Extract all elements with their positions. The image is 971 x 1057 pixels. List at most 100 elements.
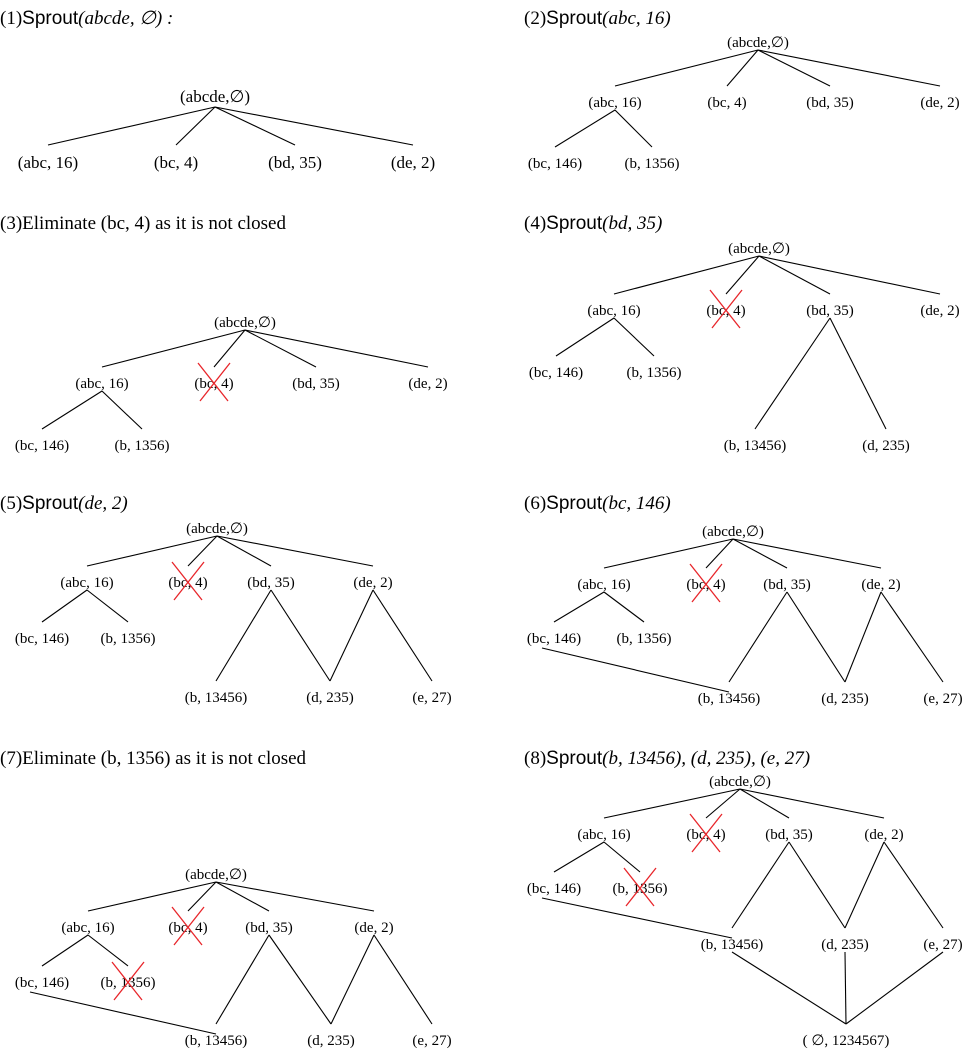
panel-number: (4): [524, 213, 546, 234]
lattice-edge: [844, 951, 847, 1025]
node-d235: (d, 235): [821, 937, 869, 953]
operation-name: Sprout: [546, 213, 603, 234]
node-bd35: (bd, 35): [292, 376, 340, 392]
node-b13456: (b, 13456): [701, 937, 764, 953]
lattice-edge: [613, 255, 760, 295]
lattice-edge: [215, 589, 272, 682]
node-abc16: (abc, 16): [577, 577, 630, 593]
panel-number: (3): [0, 213, 22, 234]
node-de2: (de, 2): [391, 153, 435, 172]
eliminated-cross-icon: [111, 961, 145, 1001]
lattice-edge: [705, 538, 734, 569]
operation-args: (bd, 35): [602, 213, 662, 234]
lattice-edge: [216, 535, 272, 567]
node-bd35: (bd, 35): [245, 920, 293, 936]
lattice-edge: [541, 647, 730, 693]
node-root: (abcde,∅): [709, 774, 771, 790]
node-root: (abcde,∅): [186, 521, 248, 537]
lattice-edge: [739, 788, 790, 819]
lattice-edge: [731, 951, 847, 1025]
lattice-edge: [829, 317, 887, 430]
node-bottom: ( ∅, 1234567): [803, 1033, 890, 1049]
lattice-edge: [268, 934, 332, 1025]
panel-number: (2): [524, 8, 546, 29]
node-bc146: (bc, 146): [527, 881, 581, 897]
panel-4: (4)Sprout(bd, 35)(abcde,∅)(abc, 16) (bc, …: [524, 213, 960, 454]
lattice-edge: [614, 109, 653, 148]
lattice-edge: [758, 255, 941, 295]
node-abc16: (abc, 16): [588, 95, 641, 111]
lattice-edge: [187, 881, 217, 912]
lattice-edge: [555, 317, 615, 357]
node-de2: (de, 2): [920, 303, 959, 319]
lattice-edge: [726, 49, 759, 87]
lattice-edge: [101, 329, 246, 368]
panel-number: (8): [524, 748, 546, 769]
panel-title: (7)Eliminate (b, 1356) as it is not clos…: [0, 748, 307, 769]
lattice-edge: [788, 841, 846, 929]
node-de2: (de, 2): [408, 376, 447, 392]
panel-title: (4)Sprout(bd, 35): [524, 213, 662, 234]
node-de2: (de, 2): [861, 577, 900, 593]
panel-title: (5)Sprout(de, 2): [0, 493, 128, 514]
panel-5: (5)Sprout(de, 2)(abcde,∅)(abc, 16) (bc, 4…: [0, 493, 452, 706]
operation-name: Sprout: [546, 748, 603, 769]
panel-title: (6)Sprout(bc, 146): [524, 493, 671, 514]
node-d235: (d, 235): [306, 690, 354, 706]
lattice-edge: [757, 49, 831, 87]
operation-text: Eliminate (b, 1356) as it is not closed: [22, 748, 306, 769]
eliminated-cross-icon: [171, 561, 205, 601]
node-d235: (d, 235): [862, 438, 910, 454]
lattice-edge: [87, 934, 129, 967]
lattice-edge: [754, 317, 831, 430]
lattice-edge: [880, 591, 944, 683]
lattice-edge: [553, 841, 605, 873]
lattice-edge: [373, 934, 433, 1025]
lattice-edge: [603, 788, 741, 819]
panel-8: (8)Sprout(b, 13456), (d, 235), (e, 27) (a…: [524, 748, 963, 1049]
lattice-edge: [372, 589, 433, 682]
lattice-edge: [86, 535, 218, 567]
node-bc4: (bc, 4): [707, 95, 746, 111]
lattice-edge: [541, 897, 733, 939]
node-bc146: (bc, 146): [528, 156, 582, 172]
panel-title: (2)Sprout(abc, 16): [524, 8, 671, 29]
node-bd35: (bd, 35): [765, 827, 813, 843]
node-bc146: (bc, 146): [15, 631, 69, 647]
lattice-edge: [187, 535, 218, 567]
panel-6: (6)Sprout(bc, 146)(abcde,∅)(abc, 16) (bc,…: [524, 493, 963, 707]
node-e27: (e, 27): [412, 1033, 451, 1049]
node-bc146: (bc, 146): [527, 631, 581, 647]
lattice-edge: [725, 255, 760, 295]
node-b1356: (b, 1356): [115, 438, 170, 454]
lattice-edge: [732, 538, 882, 569]
lattice-edge: [215, 881, 375, 912]
lattice-edge: [29, 991, 217, 1035]
node-bd35: (bd, 35): [763, 577, 811, 593]
node-root: (abcde,∅): [214, 315, 276, 331]
node-b13456: (b, 13456): [185, 690, 248, 706]
node-bc146: (bc, 146): [15, 438, 69, 454]
node-bd35: (bd, 35): [806, 95, 854, 111]
node-bc4: (bc, 4): [154, 153, 198, 172]
lattice-edge: [603, 841, 641, 873]
node-b1356: (b, 1356): [617, 631, 672, 647]
lattice-edge: [603, 538, 734, 569]
eliminated-cross-icon: [623, 867, 657, 907]
node-de2: (de, 2): [354, 920, 393, 936]
node-b1356: (b, 1356): [627, 365, 682, 381]
lattice-edge: [732, 538, 788, 569]
lattice-edge: [757, 49, 941, 87]
node-abc16: (abc, 16): [60, 575, 113, 591]
node-de2: (de, 2): [864, 827, 903, 843]
operation-args: (abc, 16): [602, 8, 671, 29]
lattice-edge: [175, 106, 216, 146]
node-e27: (e, 27): [412, 690, 451, 706]
operation-args: (bc, 146): [602, 493, 671, 514]
node-abc16: (abc, 16): [577, 827, 630, 843]
lattice-edge: [215, 881, 270, 912]
lattice-edge: [213, 329, 246, 368]
eliminated-cross-icon: [689, 813, 723, 853]
node-e27: (e, 27): [923, 691, 962, 707]
lattice-edge: [758, 255, 831, 295]
